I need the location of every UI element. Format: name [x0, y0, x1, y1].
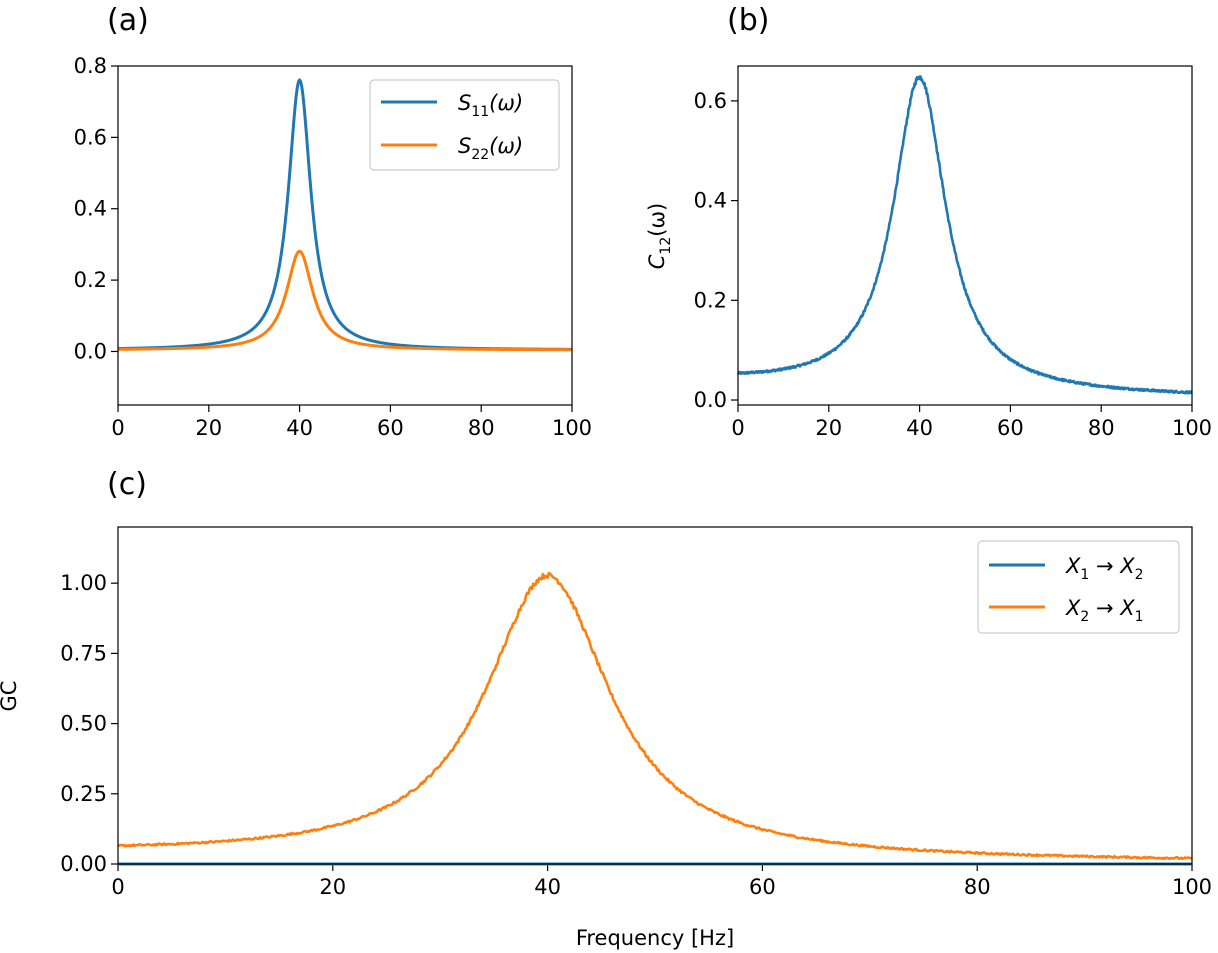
panel-a: (a) 0.0 0.2 0.4 0.6 0.8 0 20 40 60 80 100 S11(ω) … — [74, 3, 592, 440]
xtick-label: 0 — [731, 416, 744, 440]
xtick-label: 100 — [1172, 416, 1212, 440]
panel-c-x-axis: 0 20 40 60 80 100 — [111, 864, 1212, 899]
series-line — [117, 571, 1193, 861]
panel-b-series — [736, 75, 1193, 395]
ytick-label: 0.0 — [74, 339, 107, 363]
series-line — [736, 75, 1193, 395]
xtick-label: 0 — [111, 875, 124, 899]
panel-a-legend: S11(ω) S22(ω) — [369, 79, 560, 171]
ytick-label: 0.00 — [60, 852, 107, 876]
xtick-label: 40 — [286, 416, 313, 440]
xtick-label: 20 — [319, 875, 346, 899]
ytick-label: 0.4 — [74, 197, 107, 221]
ytick-label: 1.00 — [60, 571, 107, 595]
panel-b-x-axis: 0 20 40 60 80 100 — [731, 405, 1212, 440]
xtick-label: 80 — [1088, 416, 1115, 440]
panel-c-xlabel: Frequency [Hz] — [576, 926, 734, 950]
xtick-label: 40 — [534, 875, 561, 899]
legend-label-x1-x2: X1 → X2 — [1065, 554, 1144, 583]
panel-b-frame — [737, 65, 1193, 406]
ytick-label: 0.6 — [694, 89, 727, 113]
panel-a-series — [117, 78, 573, 352]
panel-a-x-axis: 0 20 40 60 80 100 — [111, 405, 592, 440]
xtick-label: 0 — [111, 416, 124, 440]
panel-c-label: (c) — [107, 467, 147, 502]
panel-b: (b) 0.0 0.2 0.4 0.6 0 20 40 60 80 100 C12(ω) — [645, 3, 1212, 440]
panel-c: (c) 0.00 0.25 0.50 0.75 1.00 0 20 40 60 80 100 Fr… — [0, 467, 1212, 950]
ytick-label: 0.2 — [694, 288, 727, 312]
panel-c-y-axis: 0.00 0.25 0.50 0.75 1.00 — [60, 571, 118, 876]
xtick-label: 60 — [749, 875, 776, 899]
xtick-label: 40 — [906, 416, 933, 440]
xtick-label: 60 — [377, 416, 404, 440]
series-line — [117, 249, 573, 352]
panel-c-legend: X1 → X2 X2 → X1 — [977, 540, 1180, 634]
xtick-label: 100 — [552, 416, 592, 440]
xtick-label: 20 — [195, 416, 222, 440]
panel-a-y-axis: 0.0 0.2 0.4 0.6 0.8 — [74, 54, 118, 363]
panel-b-ylabel: C12(ω) — [645, 203, 674, 269]
xtick-label: 80 — [468, 416, 495, 440]
ytick-label: 0.6 — [74, 125, 107, 149]
xtick-label: 80 — [964, 875, 991, 899]
ytick-label: 0.75 — [60, 641, 107, 665]
panel-a-label: (a) — [107, 3, 149, 38]
ytick-label: 0.8 — [74, 54, 107, 78]
panel-c-frame — [117, 526, 1193, 865]
ytick-label: 0.25 — [60, 782, 107, 806]
legend-label-s22: S22(ω) — [458, 134, 523, 163]
panel-b-label: (b) — [727, 3, 769, 38]
xtick-label: 60 — [997, 416, 1024, 440]
ytick-label: 0.4 — [694, 189, 727, 213]
legend-label-s11: S11(ω) — [458, 91, 523, 120]
ytick-label: 0.2 — [74, 268, 107, 292]
legend-label-x2-x1: X2 → X1 — [1065, 596, 1144, 625]
ytick-label: 0.0 — [694, 388, 727, 412]
xtick-label: 100 — [1172, 875, 1212, 899]
panel-b-y-axis: 0.0 0.2 0.4 0.6 — [694, 89, 738, 412]
panel-c-ylabel: GC — [0, 681, 21, 712]
xtick-label: 20 — [815, 416, 842, 440]
ytick-label: 0.50 — [60, 712, 107, 736]
panel-a-frame — [117, 65, 573, 406]
